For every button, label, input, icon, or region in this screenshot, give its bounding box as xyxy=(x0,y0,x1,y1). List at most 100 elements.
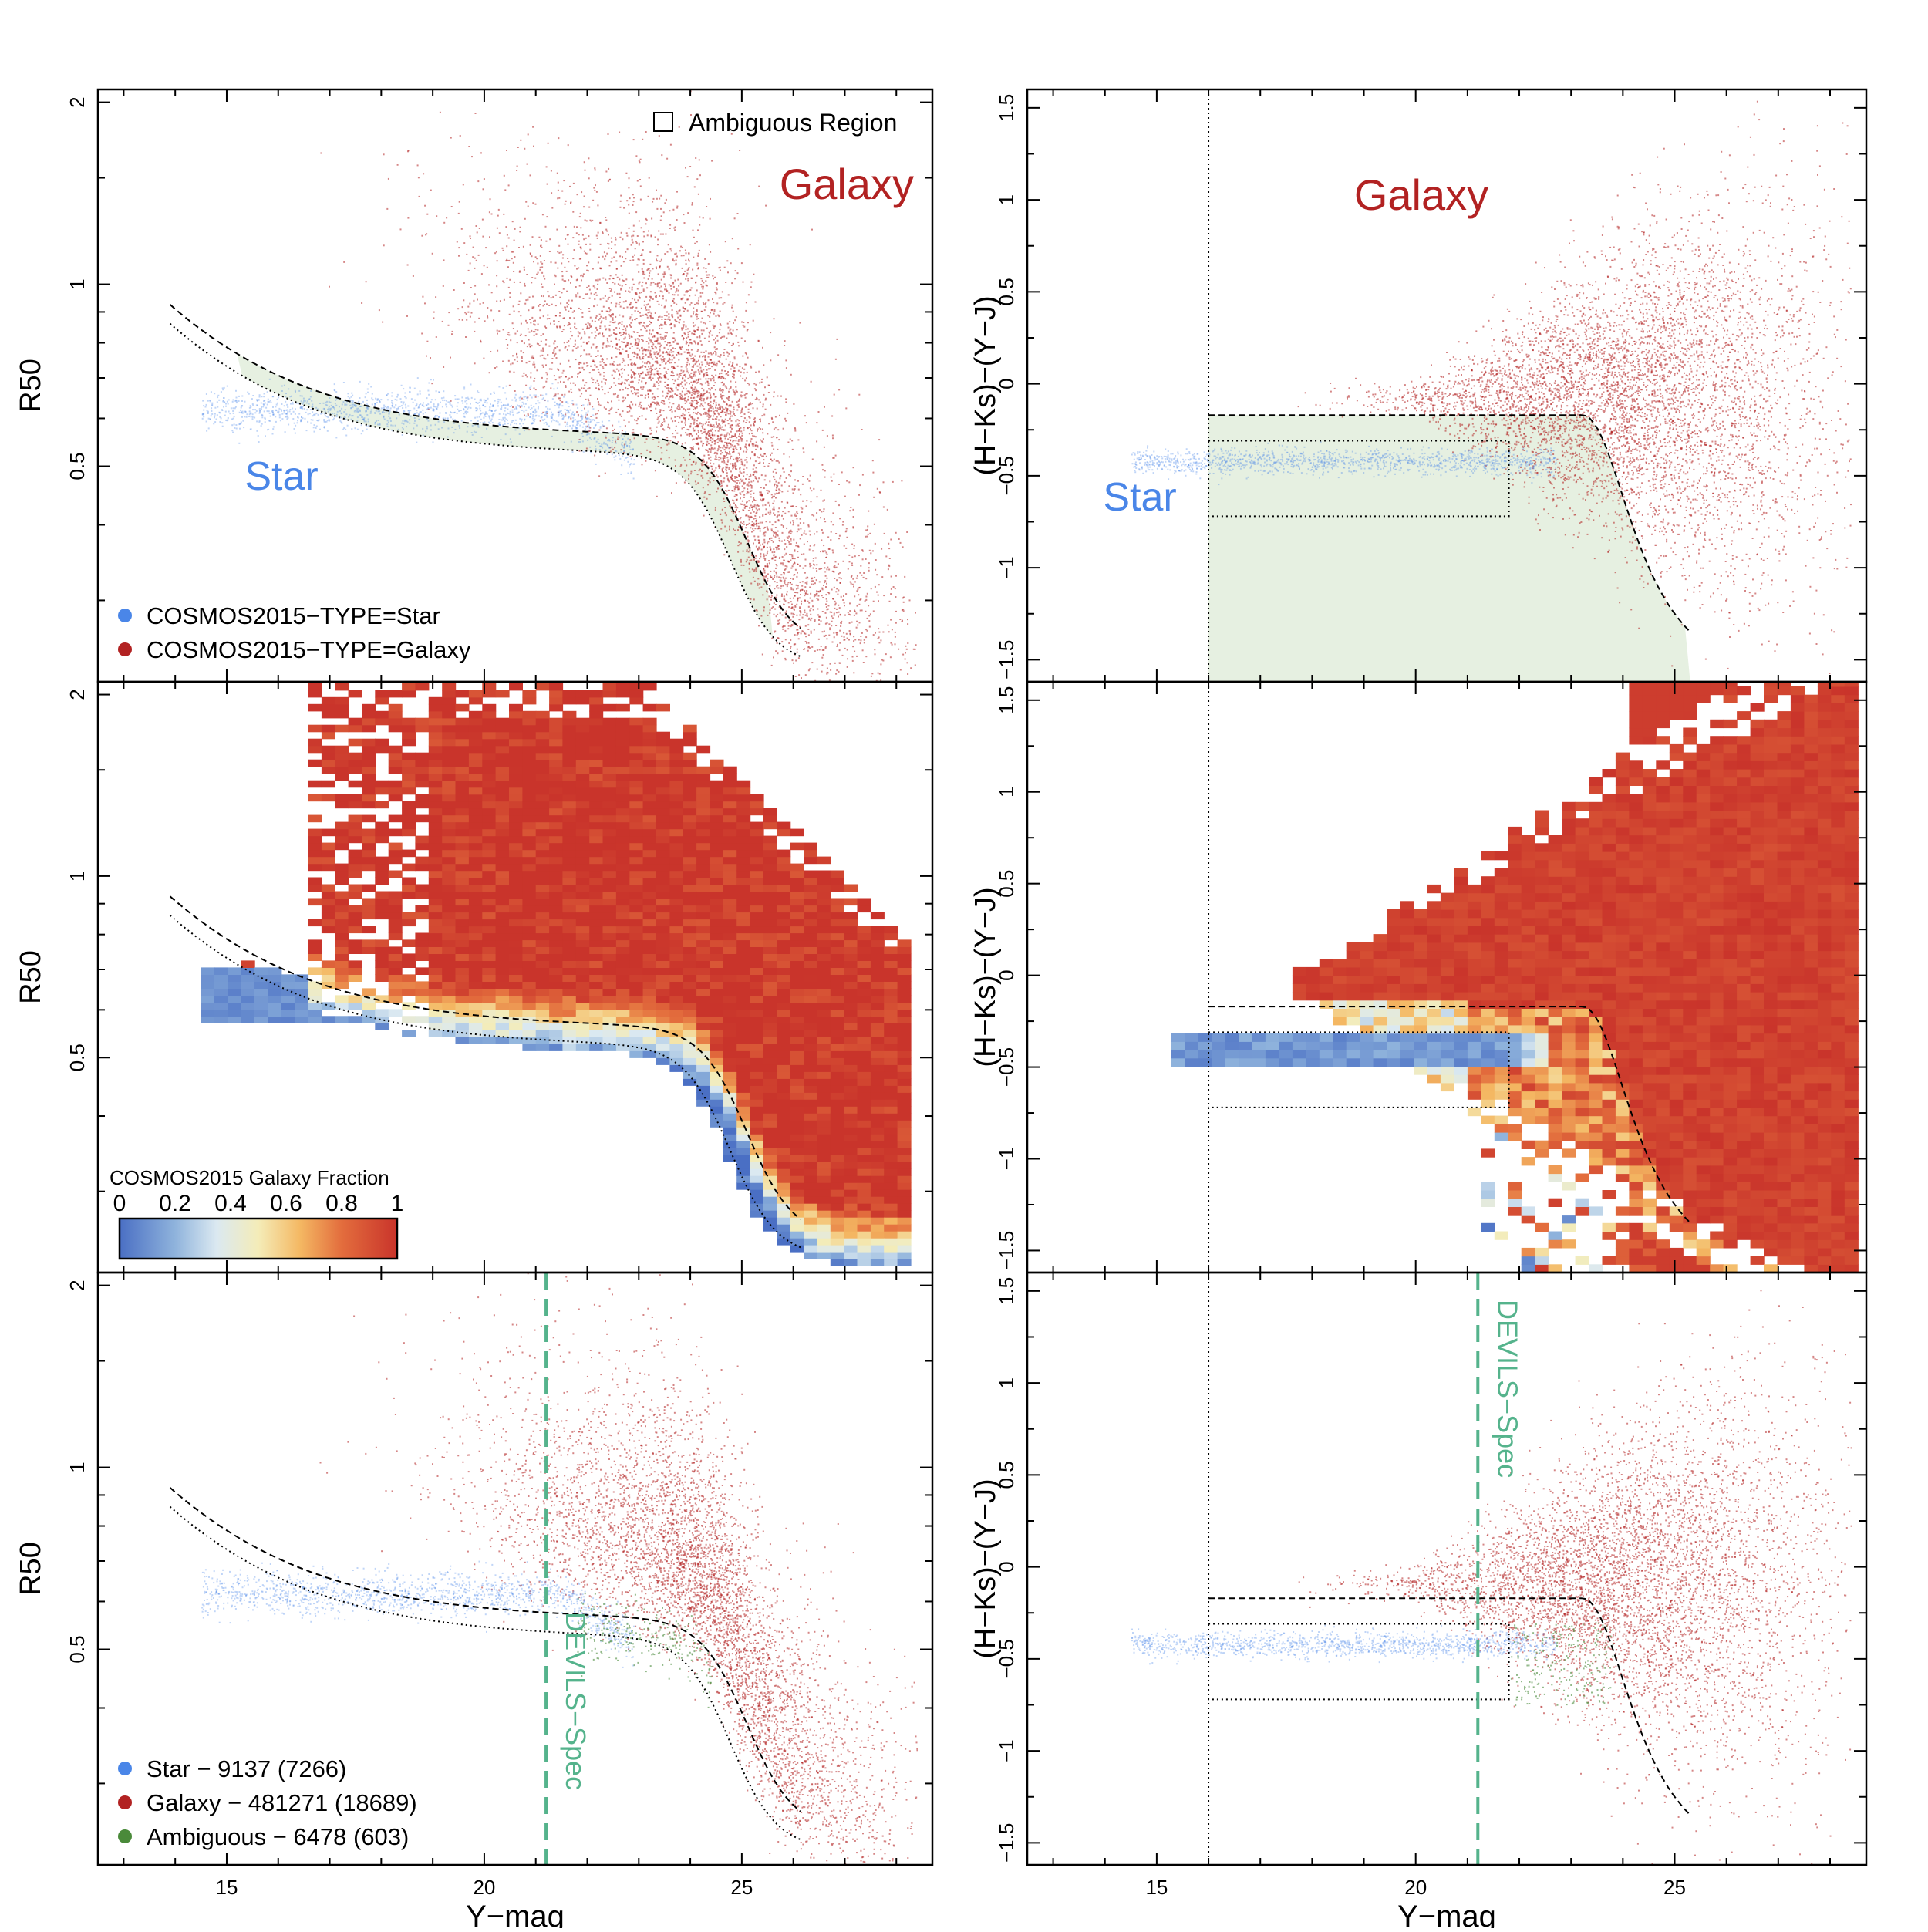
galaxy-point xyxy=(792,488,794,490)
galaxy-point xyxy=(830,539,831,541)
galaxy-point xyxy=(805,559,807,561)
galaxy-point xyxy=(726,464,728,465)
galaxy-point xyxy=(805,593,807,595)
galaxy-point xyxy=(568,300,570,302)
galaxy-point xyxy=(545,364,547,366)
galaxy-point xyxy=(797,585,799,586)
galaxy-point xyxy=(774,557,776,558)
galaxy-point xyxy=(693,257,694,258)
galaxy-point xyxy=(652,336,653,338)
galaxy-point xyxy=(753,480,754,482)
galaxy-point xyxy=(754,388,756,389)
galaxy-point xyxy=(659,261,661,262)
galaxy-point xyxy=(760,522,761,524)
galaxy-point xyxy=(686,326,687,328)
galaxy-point xyxy=(739,460,740,461)
galaxy-point xyxy=(775,427,777,428)
galaxy-point xyxy=(695,464,696,465)
galaxy-point xyxy=(638,345,639,346)
galaxy-point xyxy=(795,515,797,517)
galaxy-point xyxy=(758,526,760,528)
galaxy-point xyxy=(810,475,811,477)
galaxy-point xyxy=(668,424,669,426)
galaxy-point xyxy=(856,627,858,629)
galaxy-point xyxy=(826,617,827,619)
galaxy-point xyxy=(836,339,838,340)
galaxy-point xyxy=(804,633,806,635)
galaxy-point xyxy=(588,311,590,312)
galaxy-point xyxy=(813,564,814,565)
galaxy-point xyxy=(558,382,559,383)
galaxy-point xyxy=(604,393,605,394)
galaxy-point xyxy=(706,285,708,286)
galaxy-point xyxy=(503,329,504,330)
galaxy-point xyxy=(853,640,854,642)
galaxy-point xyxy=(676,290,678,292)
galaxy-point xyxy=(743,551,744,552)
galaxy-point xyxy=(802,581,804,582)
galaxy-point xyxy=(667,427,669,428)
galaxy-point xyxy=(695,325,696,326)
galaxy-point xyxy=(474,258,476,259)
galaxy-point xyxy=(736,316,737,318)
galaxy-point xyxy=(530,174,531,176)
galaxy-point xyxy=(649,315,651,317)
galaxy-point xyxy=(529,344,531,346)
galaxy-point xyxy=(535,256,537,258)
galaxy-point xyxy=(563,329,565,330)
galaxy-point xyxy=(554,320,555,322)
galaxy-point xyxy=(474,362,476,364)
galaxy-point xyxy=(645,131,647,133)
galaxy-point xyxy=(520,315,521,316)
galaxy-point xyxy=(767,376,768,378)
galaxy-point xyxy=(733,413,735,415)
galaxy-point xyxy=(825,557,827,558)
galaxy-point xyxy=(746,493,747,494)
galaxy-point xyxy=(519,231,521,232)
galaxy-point xyxy=(551,304,553,305)
galaxy-point xyxy=(682,443,683,445)
galaxy-point xyxy=(629,260,631,261)
galaxy-point xyxy=(849,602,851,604)
galaxy-point xyxy=(694,356,696,357)
galaxy-point xyxy=(585,421,587,423)
galaxy-point xyxy=(734,217,736,219)
galaxy-point xyxy=(689,267,690,268)
galaxy-point xyxy=(775,604,777,605)
galaxy-point xyxy=(722,419,723,420)
galaxy-point xyxy=(635,307,637,309)
galaxy-point xyxy=(693,371,695,373)
galaxy-point xyxy=(631,401,632,403)
galaxy-point xyxy=(426,341,428,342)
galaxy-point xyxy=(713,302,714,303)
galaxy-point xyxy=(804,595,805,596)
galaxy-point xyxy=(723,467,724,469)
galaxy-point xyxy=(690,471,692,473)
galaxy-point xyxy=(820,551,821,552)
galaxy-point xyxy=(760,428,761,430)
galaxy-point xyxy=(785,568,787,570)
galaxy-point xyxy=(526,322,528,324)
galaxy-point xyxy=(710,451,712,453)
galaxy-point xyxy=(630,386,632,388)
galaxy-point xyxy=(685,403,686,404)
galaxy-point xyxy=(757,430,758,432)
galaxy-point xyxy=(741,410,743,412)
galaxy-point xyxy=(489,211,490,213)
galaxy-point xyxy=(519,301,521,302)
galaxy-point xyxy=(658,441,659,443)
galaxy-point xyxy=(848,568,849,570)
galaxy-point xyxy=(693,237,695,238)
galaxy-point xyxy=(594,455,595,457)
galaxy-point xyxy=(623,301,625,302)
galaxy-point xyxy=(521,358,523,359)
galaxy-point xyxy=(776,586,777,588)
galaxy-point xyxy=(809,610,811,612)
galaxy-point xyxy=(551,358,553,359)
galaxy-point xyxy=(818,639,820,640)
galaxy-point xyxy=(751,487,753,489)
galaxy-point xyxy=(691,349,693,351)
galaxy-point xyxy=(774,428,775,430)
galaxy-point xyxy=(861,429,863,430)
galaxy-point xyxy=(649,354,651,356)
